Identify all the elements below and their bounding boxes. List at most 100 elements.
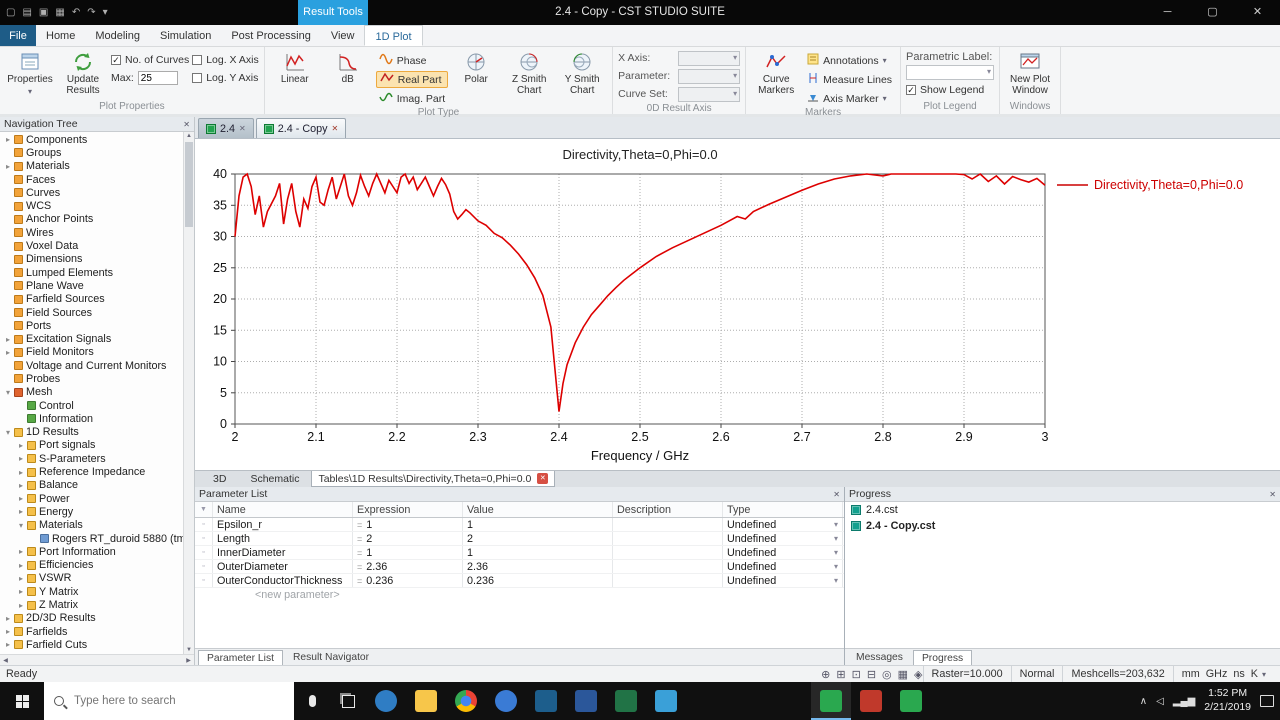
volume-icon[interactable]: ◁: [1156, 695, 1164, 707]
parametric-label-select[interactable]: ▾: [906, 65, 995, 80]
tree-item-faces[interactable]: Faces: [0, 173, 183, 186]
close-icon[interactable]: ✕: [833, 489, 840, 499]
maximize-button[interactable]: ▢: [1207, 6, 1218, 18]
tree-item-control[interactable]: Control: [0, 399, 183, 412]
zoom-in-icon[interactable]: ⊕: [821, 668, 831, 681]
chevron-right-icon[interactable]: ▸: [5, 347, 10, 357]
status-units[interactable]: mm GHz ns K ▾: [1172, 666, 1274, 682]
param-expression[interactable]: = 0.236: [353, 574, 463, 587]
close-button[interactable]: ✕: [1252, 6, 1263, 18]
close-icon[interactable]: ✕: [537, 473, 549, 484]
progress-file-item[interactable]: 2.4.cst: [845, 502, 1280, 518]
column-name[interactable]: Name: [213, 502, 353, 517]
tree-item-materials[interactable]: ▾ Materials: [0, 519, 183, 532]
curve-markers-button[interactable]: Curve Markers: [751, 49, 801, 96]
tree-item-vswr[interactable]: ▸ VSWR: [0, 572, 183, 585]
mesh-view-icon[interactable]: ▦: [897, 668, 909, 681]
chevron-right-icon[interactable]: ▸: [18, 454, 23, 464]
max-curves-input[interactable]: [137, 71, 178, 85]
param-type[interactable]: Undefined ▾: [723, 532, 843, 545]
tree-item-farfield-sources[interactable]: Farfield Sources: [0, 293, 183, 306]
undo-icon[interactable]: ↶: [71, 7, 81, 18]
tree-item-excitation-signals[interactable]: ▸ Excitation Signals: [0, 332, 183, 345]
chevron-down-icon[interactable]: ▾: [18, 520, 23, 530]
properties-button[interactable]: Properties ▾: [5, 49, 55, 97]
y-smith-chart-button[interactable]: Y Smith Chart: [557, 49, 607, 96]
tree-item-anchor-points[interactable]: Anchor Points: [0, 213, 183, 226]
tree-item-components[interactable]: ▸ Components: [0, 133, 183, 146]
parameter-row-epsilon_r[interactable]: ▫ Epsilon_r = 1 1 Undefined ▾: [195, 518, 844, 532]
taskbar-app-4[interactable]: [486, 682, 526, 720]
imag-part-button[interactable]: Imag. Part: [376, 90, 448, 107]
scroll-right-icon[interactable]: ▶: [186, 657, 191, 664]
chevron-right-icon[interactable]: ▸: [18, 573, 23, 583]
taskbar-app-7[interactable]: [606, 682, 646, 720]
tab-progress[interactable]: Progress: [912, 650, 973, 665]
param-expression[interactable]: = 1: [353, 518, 463, 531]
tree-item-reference-impedance[interactable]: ▸ Reference Impedance: [0, 465, 183, 478]
new-plot-window-button[interactable]: New Plot Window: [1005, 49, 1055, 96]
chevron-right-icon[interactable]: ▸: [5, 627, 10, 637]
log-x-axis-checkbox[interactable]: Log. X Axis: [192, 52, 259, 68]
column-value[interactable]: Value: [463, 502, 613, 517]
notification-center-icon[interactable]: [1260, 695, 1274, 707]
param-type[interactable]: Undefined ▾: [723, 546, 843, 559]
chevron-right-icon[interactable]: ▸: [18, 560, 23, 570]
chevron-right-icon[interactable]: ▸: [18, 440, 23, 450]
update-results-button[interactable]: Update Results: [58, 49, 108, 96]
param-expression[interactable]: = 2: [353, 532, 463, 545]
save-icon[interactable]: ▣: [38, 7, 49, 18]
param-expression[interactable]: = 1: [353, 546, 463, 559]
chevron-right-icon[interactable]: ▸: [18, 494, 23, 504]
measure-lines-button[interactable]: Measure Lines: [804, 71, 895, 88]
pan-icon[interactable]: ⊞: [836, 668, 846, 681]
tree-item-balance[interactable]: ▸ Balance: [0, 479, 183, 492]
tray-chevron-icon[interactable]: ∧: [1139, 695, 1148, 707]
tree-item-2d-3d-results[interactable]: ▸ 2D/3D Results: [0, 612, 183, 625]
tree-item-farfields[interactable]: ▸ Farfields: [0, 625, 183, 638]
param-description[interactable]: [613, 546, 723, 559]
real-part-button[interactable]: Real Part: [375, 71, 449, 88]
tab-simulation[interactable]: Simulation: [159, 30, 212, 42]
chevron-right-icon[interactable]: ▸: [18, 480, 23, 490]
scroll-up-icon[interactable]: ▲: [186, 133, 192, 139]
taskbar-app-browser[interactable]: [366, 682, 406, 720]
tab-home[interactable]: Home: [46, 30, 76, 42]
chevron-down-icon[interactable]: ▾: [5, 387, 10, 397]
tree-item-groups[interactable]: Groups: [0, 146, 183, 159]
column-type[interactable]: Type: [723, 502, 843, 517]
param-type[interactable]: Undefined ▾: [723, 574, 843, 587]
new-parameter-row[interactable]: <new parameter>: [255, 589, 340, 601]
tree-item-voltage-and-current-monitors[interactable]: Voltage and Current Monitors: [0, 359, 183, 372]
tree-item-efficiencies[interactable]: ▸ Efficiencies: [0, 559, 183, 572]
scroll-down-icon[interactable]: ▼: [186, 647, 192, 653]
tree-item-farfield-cuts[interactable]: ▸ Farfield Cuts: [0, 638, 183, 651]
chevron-right-icon[interactable]: ▸: [18, 467, 23, 477]
tree-item-wires[interactable]: Wires: [0, 226, 183, 239]
tree-item-information[interactable]: Information: [0, 412, 183, 425]
tree-item-energy[interactable]: ▸ Energy: [0, 505, 183, 518]
tree-item-probes[interactable]: Probes: [0, 372, 183, 385]
x-axis-select[interactable]: ▾: [678, 50, 741, 66]
tab-modeling[interactable]: Modeling: [95, 30, 140, 42]
taskbar-app-6[interactable]: [566, 682, 606, 720]
param-description[interactable]: [613, 532, 723, 545]
tree-item-mesh[interactable]: ▾ Mesh: [0, 386, 183, 399]
param-type[interactable]: Undefined ▾: [723, 560, 843, 573]
document-tab-2-4-copy[interactable]: 2.4 - Copy ✕: [255, 118, 347, 138]
tree-item-power[interactable]: ▸ Power: [0, 492, 183, 505]
tree-item-wcs[interactable]: WCS: [0, 199, 183, 212]
new-file-icon[interactable]: ▢: [6, 7, 16, 18]
zoom-out-icon[interactable]: ⊟: [866, 668, 877, 681]
taskbar-app-11[interactable]: [891, 682, 931, 720]
param-type[interactable]: Undefined ▾: [723, 518, 843, 531]
plot-area[interactable]: 2 2.1 2.2 2.3 2.4 2.5 2.6 2.7 2.8 2.9 3 0 5 10 15 20 25 3…: [195, 139, 1280, 470]
chevron-right-icon[interactable]: ▸: [5, 161, 10, 171]
tree-item-z-matrix[interactable]: ▸ Z Matrix: [0, 598, 183, 611]
chevron-right-icon[interactable]: ▸: [5, 334, 10, 344]
tree-item-materials[interactable]: ▸ Materials: [0, 160, 183, 173]
scrollbar-thumb[interactable]: [185, 142, 193, 227]
microphone-button[interactable]: [294, 682, 330, 720]
close-icon[interactable]: ✕: [183, 119, 190, 129]
close-icon[interactable]: ✕: [1269, 489, 1276, 499]
